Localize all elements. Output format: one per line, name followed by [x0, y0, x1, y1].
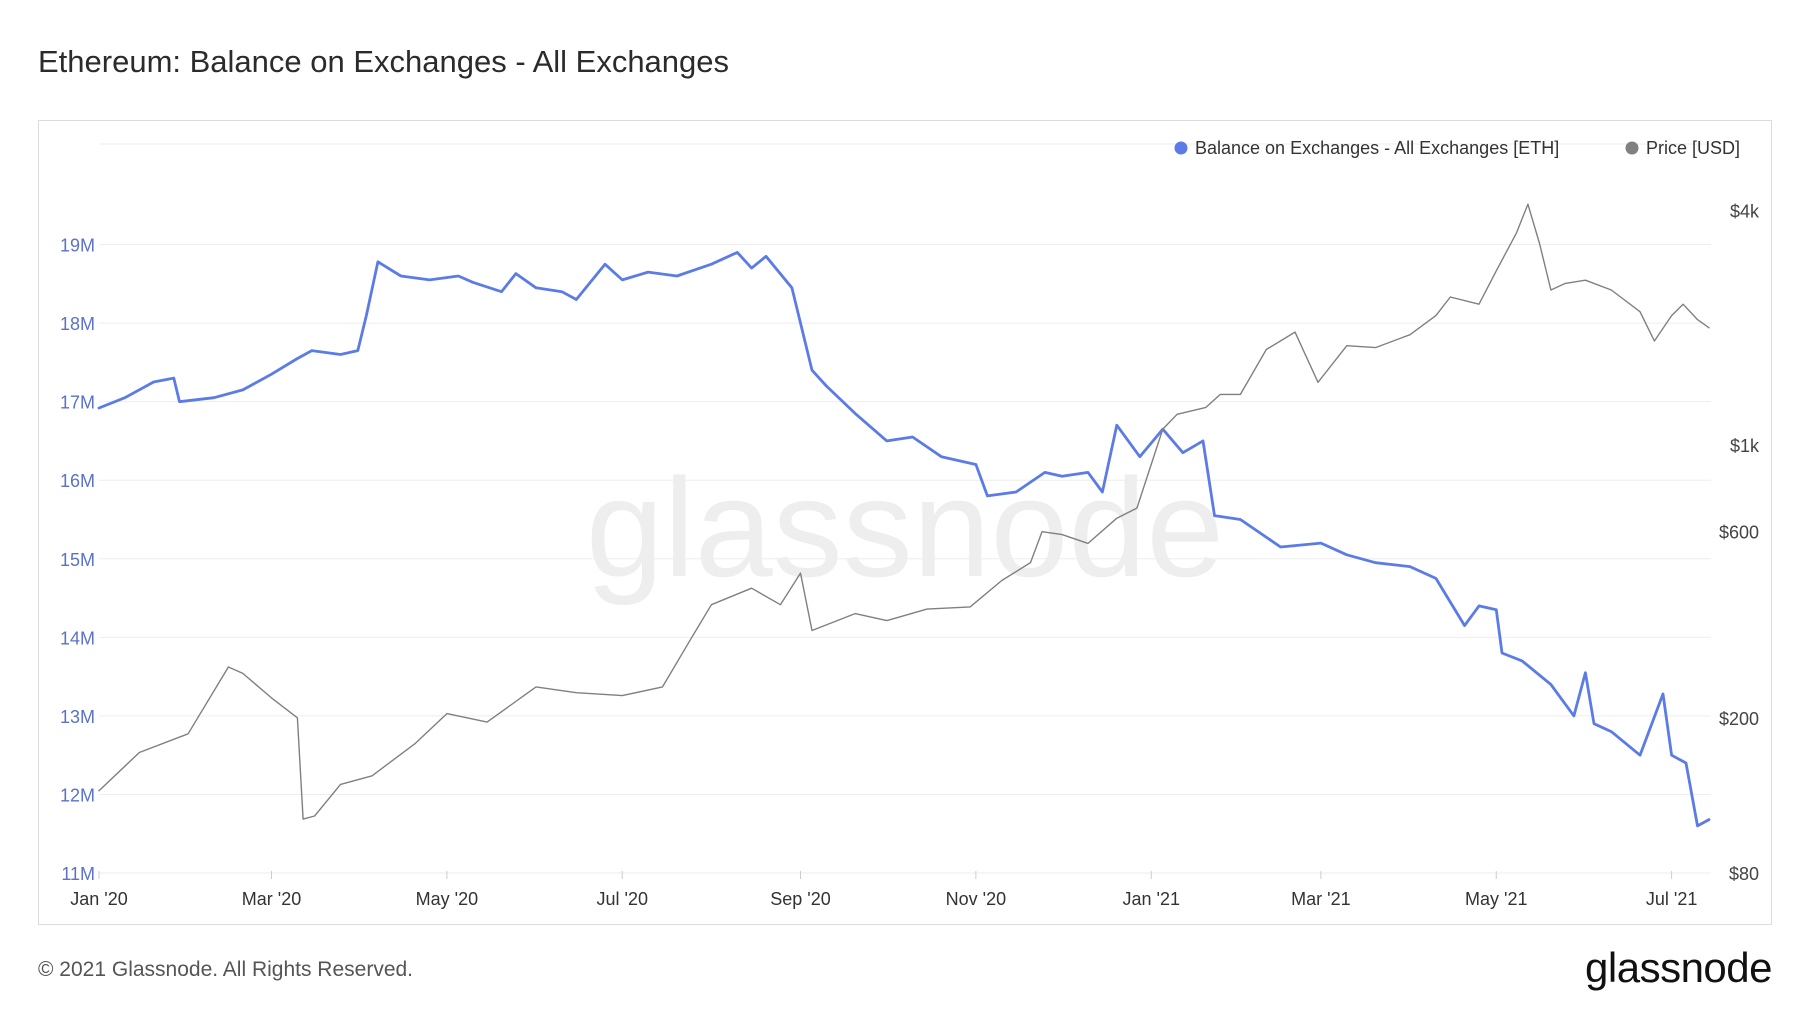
series-lines	[97, 203, 1711, 828]
legend: Balance on Exchanges - All Exchanges [ET…	[1174, 138, 1740, 158]
page-title: Ethereum: Balance on Exchanges - All Exc…	[38, 44, 730, 79]
x-tick-label: Jan '20	[70, 889, 127, 909]
y-right-tick-label: $4k	[1730, 201, 1760, 221]
x-tick-label: May '21	[1465, 889, 1527, 909]
series-line-price	[98, 203, 1710, 820]
x-tick-label: Jul '20	[597, 889, 648, 909]
y-right-tick-label: $200	[1719, 709, 1759, 729]
y-left-tick-label: 11M	[61, 864, 95, 884]
y-axis-right: $80 $200 $600 $1k $4k	[1719, 201, 1760, 884]
y-left-tick-label: 13M	[60, 707, 95, 727]
glassnode-logo[interactable]: glassnode	[1585, 944, 1772, 991]
x-tick-label: Mar '21	[1291, 889, 1350, 909]
series-line-balance	[97, 250, 1711, 828]
legend-label-balance[interactable]: Balance on Exchanges - All Exchanges [ET…	[1195, 138, 1559, 158]
x-tick-label: Jul '21	[1646, 889, 1697, 909]
x-tick-label: May '20	[416, 889, 478, 909]
y-right-tick-label: $80	[1729, 864, 1759, 884]
y-right-tick-label: $600	[1719, 523, 1759, 543]
x-tick-label: Nov '20	[946, 889, 1006, 909]
chart-frame: glassnode 11M 12M 13M 14M 15M 16M 17M 18M 19M $8…	[38, 120, 1772, 925]
chart: glassnode 11M 12M 13M 14M 15M 16M 17M 18M 19M $8…	[60, 138, 1760, 909]
y-left-tick-label: 17M	[60, 393, 95, 413]
watermark-text: glassnode	[586, 449, 1224, 606]
y-left-tick-label: 18M	[60, 314, 95, 334]
legend-swatch-price	[1625, 141, 1639, 155]
x-tick-label: Mar '20	[242, 889, 301, 909]
footer-copyright: © 2021 Glassnode. All Rights Reserved.	[38, 958, 414, 981]
y-left-tick-label: 16M	[60, 471, 95, 491]
y-right-tick-label: $1k	[1730, 436, 1760, 456]
y-left-tick-label: 12M	[60, 785, 95, 805]
y-left-tick-label: 14M	[60, 628, 95, 648]
grid-lines	[99, 143, 1711, 874]
x-axis: Jan '20 Mar '20 May '20 Jul '20 Sep '20 Nov '…	[70, 871, 1697, 909]
y-left-tick-label: 19M	[60, 236, 95, 256]
y-left-tick-label: 15M	[60, 550, 95, 570]
legend-swatch-balance	[1174, 141, 1188, 155]
y-axis-left: 11M 12M 13M 14M 15M 16M 17M 18M 19M	[60, 236, 95, 884]
x-tick-label: Jan '21	[1123, 889, 1180, 909]
legend-label-price[interactable]: Price [USD]	[1646, 138, 1740, 158]
x-tick-label: Sep '20	[770, 889, 831, 909]
